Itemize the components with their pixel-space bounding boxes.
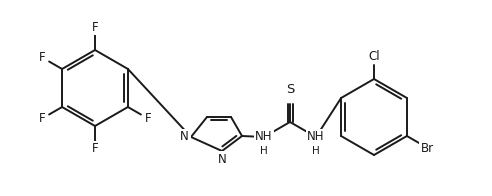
Text: NH: NH	[307, 131, 325, 143]
Text: F: F	[92, 21, 98, 34]
Text: Br: Br	[421, 142, 434, 154]
Text: Cl: Cl	[368, 50, 380, 63]
Text: S: S	[286, 83, 294, 96]
Text: H: H	[260, 146, 268, 156]
Text: N: N	[217, 153, 226, 166]
Text: F: F	[145, 112, 151, 125]
Text: F: F	[39, 112, 45, 125]
Text: NH: NH	[255, 131, 273, 143]
Text: F: F	[39, 51, 45, 64]
Text: H: H	[312, 146, 320, 156]
Text: F: F	[92, 142, 98, 155]
Text: N: N	[180, 131, 189, 143]
